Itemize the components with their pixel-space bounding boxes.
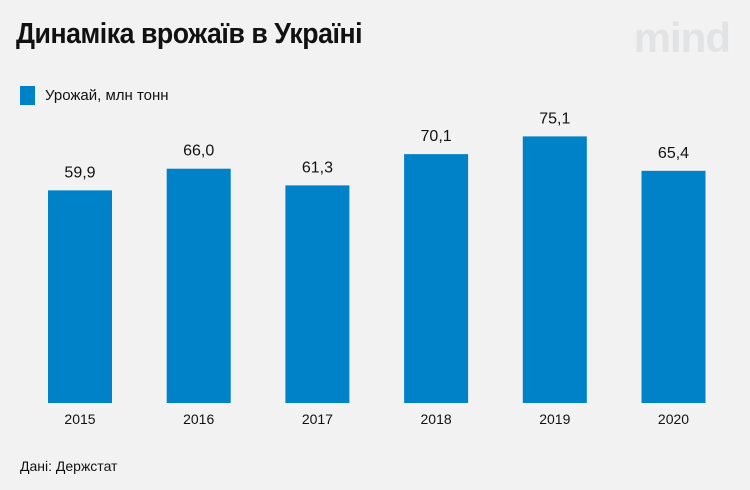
x-tick-label: 2019 xyxy=(539,411,570,427)
data-label: 61,3 xyxy=(302,159,333,176)
x-tick-label: 2018 xyxy=(421,411,452,427)
data-label: 75,1 xyxy=(539,110,570,127)
legend-label: Урожай, млн тонн xyxy=(45,87,169,104)
legend: Урожай, млн тонн xyxy=(20,86,169,105)
bar-2019 xyxy=(522,136,587,403)
bar-2020 xyxy=(641,170,706,403)
chart-title: Динаміка врожаїв в Україні xyxy=(16,18,363,50)
data-label: 59,9 xyxy=(64,164,95,181)
bar-2017 xyxy=(285,185,350,403)
legend-swatch xyxy=(20,86,35,105)
mind-logo: mind xyxy=(633,14,731,61)
data-label: 66,0 xyxy=(183,143,214,160)
x-tick-label: 2020 xyxy=(658,411,689,427)
bar-2018 xyxy=(404,154,469,403)
data-label: 65,4 xyxy=(658,145,689,162)
x-tick-label: 2017 xyxy=(302,411,333,427)
data-label: 70,1 xyxy=(421,128,452,145)
source-note: Дані: Держстат xyxy=(20,458,118,474)
bar-2016 xyxy=(166,168,231,403)
x-tick-label: 2016 xyxy=(183,411,214,427)
bar-2015 xyxy=(48,190,112,403)
x-tick-label: 2015 xyxy=(64,411,95,427)
